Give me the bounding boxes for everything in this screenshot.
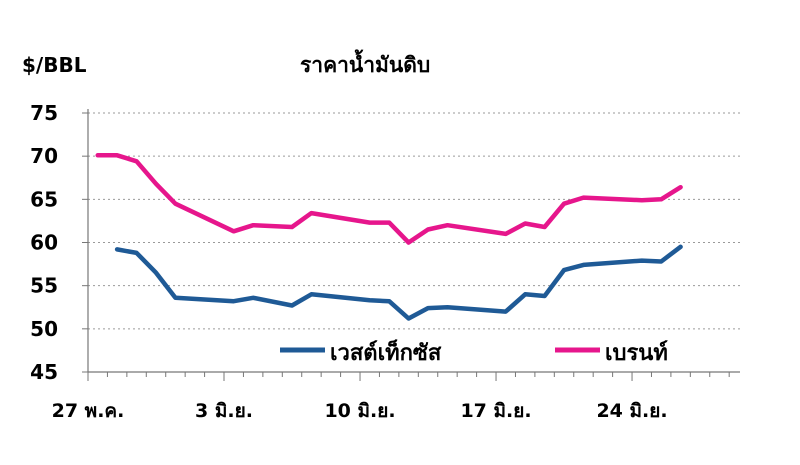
x-tick-label: 3 มิ.ย. [195, 400, 253, 422]
x-tick-labels: 27 พ.ค. 3 มิ.ย. 10 มิ.ย. 17 มิ.ย. 24 มิ.ย. [52, 400, 668, 422]
axes [82, 109, 740, 381]
legend: เวสต์เท็กซัส เบรนท์ [280, 338, 668, 366]
x-tick-label: 24 มิ.ย. [596, 400, 667, 422]
y-tick-label: 55 [30, 274, 58, 298]
y-axis-label: $/BBL [22, 53, 87, 77]
y-tick-label: 45 [30, 360, 58, 384]
legend-label-brent: เบรนท์ [605, 340, 668, 366]
series-lines [95, 153, 683, 321]
series-line-brent [95, 153, 683, 245]
chart-title: ราคาน้ำมันดิบ [300, 49, 430, 77]
y-tick-label: 50 [30, 317, 58, 341]
y-tick-label: 60 [30, 231, 58, 255]
x-tick-label: 10 มิ.ย. [324, 400, 395, 422]
series-line-wti [114, 244, 683, 321]
legend-label-wti: เวสต์เท็กซัส [330, 338, 442, 366]
y-tick-label: 65 [30, 187, 58, 211]
x-tick-label: 27 พ.ค. [52, 400, 125, 422]
x-tick-label: 17 มิ.ย. [460, 400, 531, 422]
y-tick-label: 70 [30, 144, 58, 168]
y-tick-label: 75 [30, 101, 58, 125]
gridlines [88, 112, 740, 330]
y-tick-labels: 45 50 55 60 65 70 75 [30, 101, 58, 384]
